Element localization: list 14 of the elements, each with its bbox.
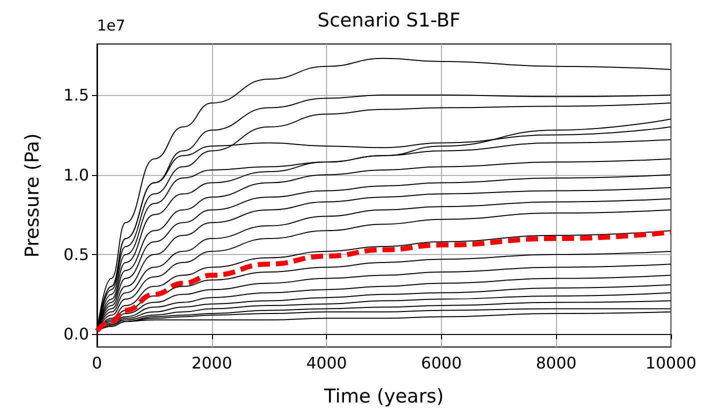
x-tick-label: 2000: [191, 354, 232, 372]
x-tick-label: 10000: [646, 354, 696, 372]
x-axis-title: Time (years): [323, 386, 444, 408]
chart-title: Scenario S1-BF: [318, 10, 460, 32]
x-tick-label: 6000: [421, 354, 462, 372]
x-tick-label: 0: [92, 354, 102, 372]
y-tick-label: 0.0: [64, 324, 89, 344]
y-axis-title: Pressure (Pa): [22, 133, 44, 258]
x-tick-label: 4000: [306, 354, 347, 372]
y-tick-label: 0.5: [64, 245, 89, 264]
x-tick-label: 8000: [536, 354, 577, 372]
y-tick-label: 1.5: [64, 86, 89, 105]
text: 1e7: [97, 16, 126, 34]
y-tick-label: 1.0: [64, 165, 89, 184]
